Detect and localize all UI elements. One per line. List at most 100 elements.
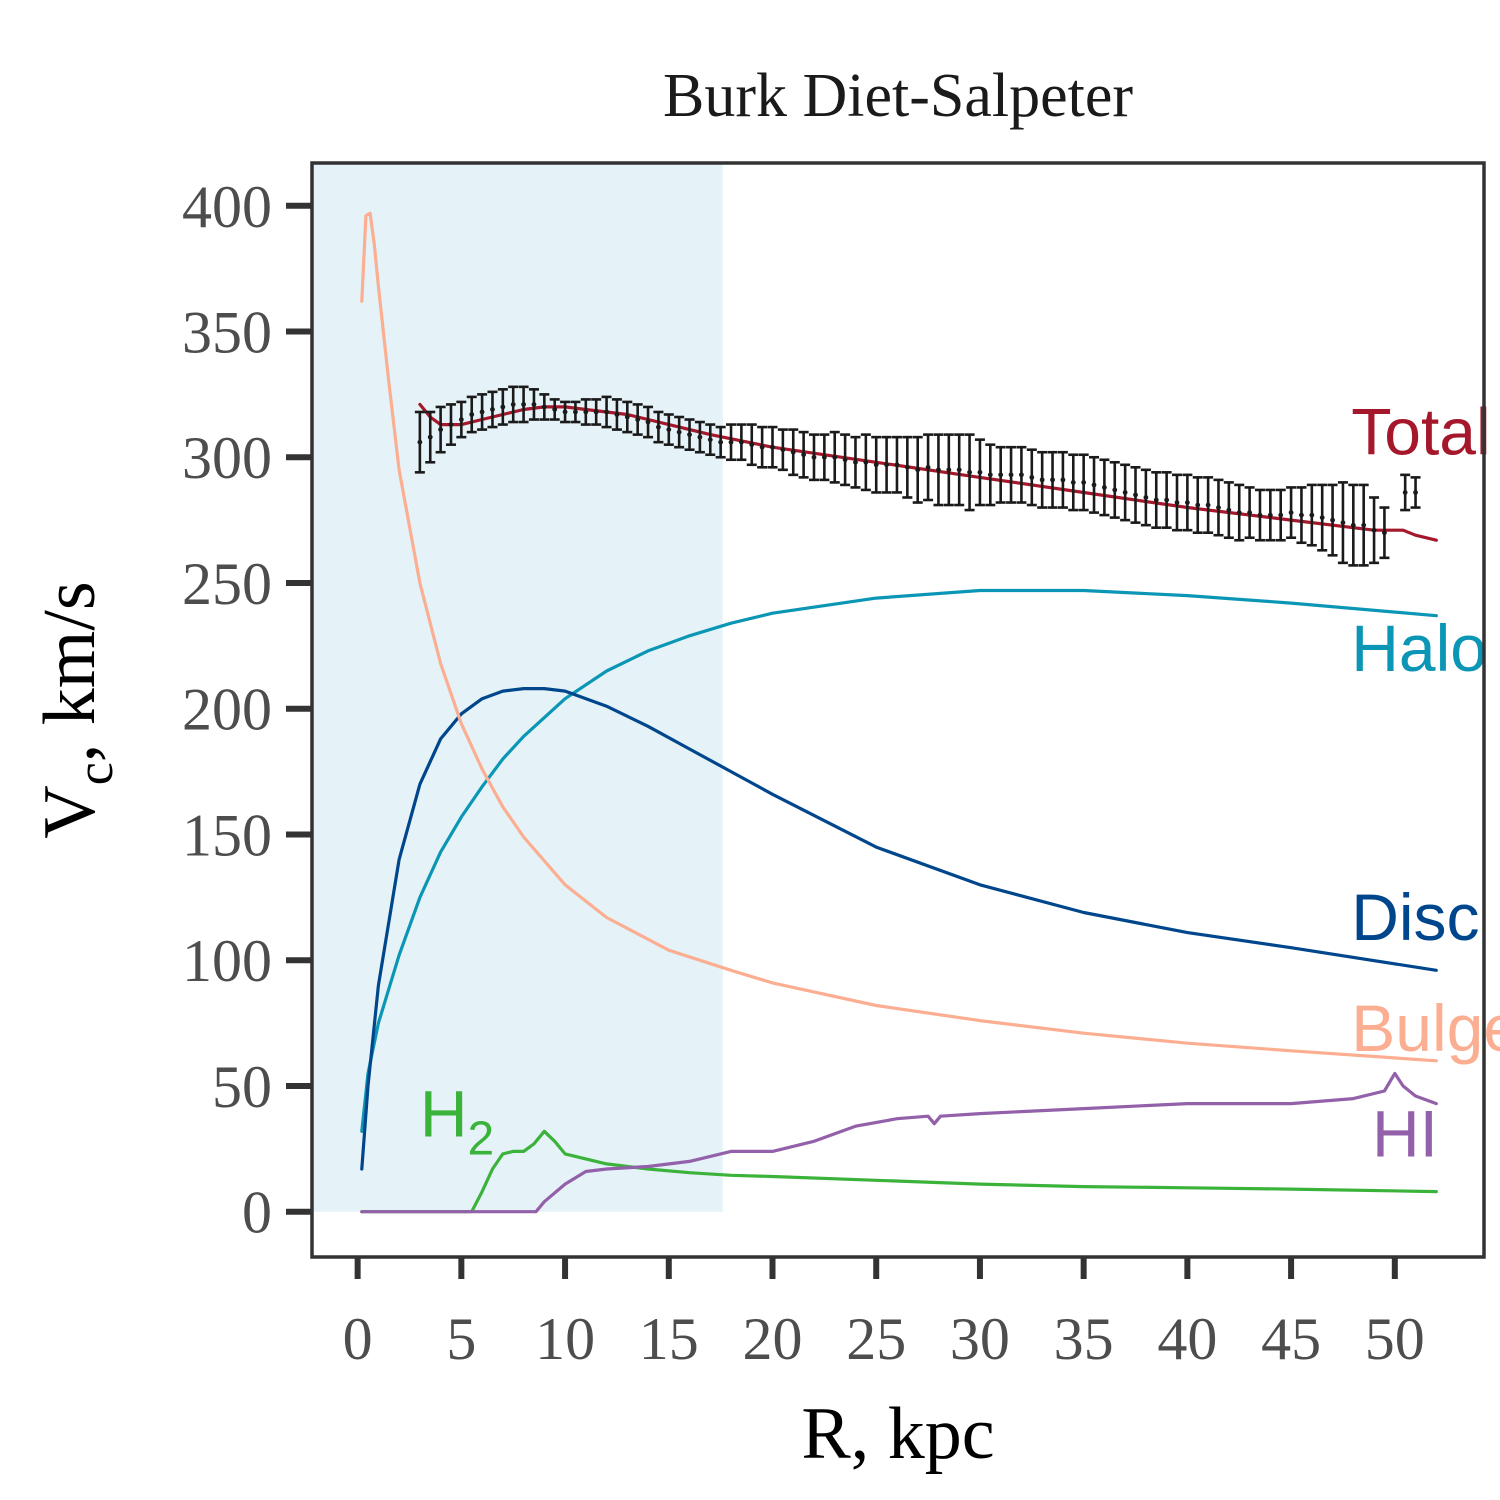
observed-point xyxy=(1078,453,1089,512)
series-line-hi xyxy=(360,1071,1438,1214)
observed-point xyxy=(1379,506,1390,560)
observed-point xyxy=(1348,483,1359,567)
observed-point xyxy=(964,433,975,512)
observed-marker xyxy=(1402,490,1408,495)
observed-marker xyxy=(1070,479,1076,485)
y-tick-label: 150 xyxy=(182,802,272,868)
observed-point xyxy=(705,423,716,457)
observed-marker xyxy=(894,462,900,468)
observed-point xyxy=(425,410,436,464)
x-tick-label: 15 xyxy=(639,1306,699,1372)
observed-marker xyxy=(821,454,827,460)
observed-marker xyxy=(915,467,921,473)
series-labels: Total Halo Disc Bulge H2 HI xyxy=(420,395,1500,1171)
observed-point xyxy=(497,388,508,426)
observed-marker xyxy=(1205,502,1211,508)
observed-marker xyxy=(1267,512,1273,518)
y-tick-label: 50 xyxy=(212,1054,272,1120)
observed-point xyxy=(1182,473,1193,532)
x-tick-label: 45 xyxy=(1261,1306,1321,1372)
observed-point xyxy=(1306,483,1317,547)
observed-marker xyxy=(1050,477,1055,483)
x-tick-label: 0 xyxy=(343,1306,373,1372)
observed-point xyxy=(518,385,529,424)
series-line-bulge xyxy=(360,211,1438,1063)
observed-point xyxy=(1337,481,1348,565)
observed-marker xyxy=(531,402,537,407)
observed-marker xyxy=(624,414,630,420)
observed-marker xyxy=(573,409,578,415)
observed-point xyxy=(1192,476,1203,534)
observed-point xyxy=(1026,448,1037,507)
observed-point xyxy=(1265,488,1276,542)
observed-marker xyxy=(1350,522,1356,528)
series-label-bulge: Bulge xyxy=(1351,991,1500,1065)
x-tick-label: 35 xyxy=(1054,1306,1114,1372)
observed-point xyxy=(477,393,488,431)
y-axis-title-main: V xyxy=(29,785,111,838)
observed-point xyxy=(933,433,944,507)
observed-point xyxy=(694,420,705,454)
observed-point xyxy=(643,405,654,439)
observed-point xyxy=(788,428,799,477)
y-tick-label: 0 xyxy=(242,1180,272,1246)
observed-point xyxy=(954,433,965,507)
observed-marker xyxy=(1039,477,1045,483)
observed-point xyxy=(456,400,467,439)
observed-point xyxy=(487,390,498,429)
observed-marker xyxy=(1195,502,1201,508)
observed-point xyxy=(560,400,571,424)
observed-point xyxy=(445,403,456,446)
observed-marker xyxy=(1288,510,1294,515)
observed-marker xyxy=(1371,527,1377,533)
observed-marker xyxy=(583,409,589,415)
observed-marker xyxy=(1413,490,1418,495)
observed-marker xyxy=(987,472,993,478)
x-tick-label: 40 xyxy=(1157,1306,1217,1372)
x-axis-ticks: 0 5 10 15 20 25 30 35 40 45 50 xyxy=(343,1257,1425,1372)
observed-point xyxy=(663,413,674,446)
observed-point xyxy=(1109,460,1120,519)
observed-marker xyxy=(500,404,506,410)
observed-point xyxy=(653,410,664,444)
observed-point xyxy=(819,433,830,482)
observed-marker xyxy=(1247,510,1252,515)
observed-marker xyxy=(1382,530,1387,536)
observed-point xyxy=(1223,481,1234,540)
observed-marker xyxy=(707,437,713,443)
observed-point xyxy=(715,425,726,459)
observed-marker xyxy=(541,404,547,410)
observed-marker xyxy=(1153,497,1159,503)
observed-marker xyxy=(1112,487,1118,493)
observed-point xyxy=(622,400,633,434)
observed-marker xyxy=(780,447,786,453)
observed-point xyxy=(829,430,840,484)
observed-marker xyxy=(770,444,775,450)
observed-point xyxy=(1047,450,1058,509)
observed-errorbars xyxy=(414,385,1421,567)
observed-marker xyxy=(1029,474,1035,480)
y-axis-ticks: 0 50 100 150 200 250 300 350 400 xyxy=(182,174,312,1246)
observed-marker xyxy=(1340,520,1346,526)
x-axis-title: R, kpc xyxy=(801,1393,994,1475)
observed-marker xyxy=(604,409,609,415)
series-line-halo xyxy=(360,588,1438,1133)
observed-marker xyxy=(718,439,724,445)
shaded-region xyxy=(312,163,723,1212)
observed-marker xyxy=(1091,482,1097,488)
observed-marker xyxy=(1184,500,1190,505)
observed-point xyxy=(850,435,861,489)
observed-point xyxy=(985,443,996,507)
observed-point xyxy=(1400,473,1411,512)
observed-point xyxy=(1275,488,1286,542)
observed-point xyxy=(757,425,768,469)
observed-point xyxy=(1006,445,1017,504)
x-tick-label: 10 xyxy=(535,1306,595,1372)
observed-point xyxy=(923,433,934,502)
series-label-disc: Disc xyxy=(1351,880,1479,954)
observed-marker xyxy=(863,459,869,465)
series-label-total: Total xyxy=(1351,395,1490,469)
observed-marker xyxy=(427,434,433,440)
